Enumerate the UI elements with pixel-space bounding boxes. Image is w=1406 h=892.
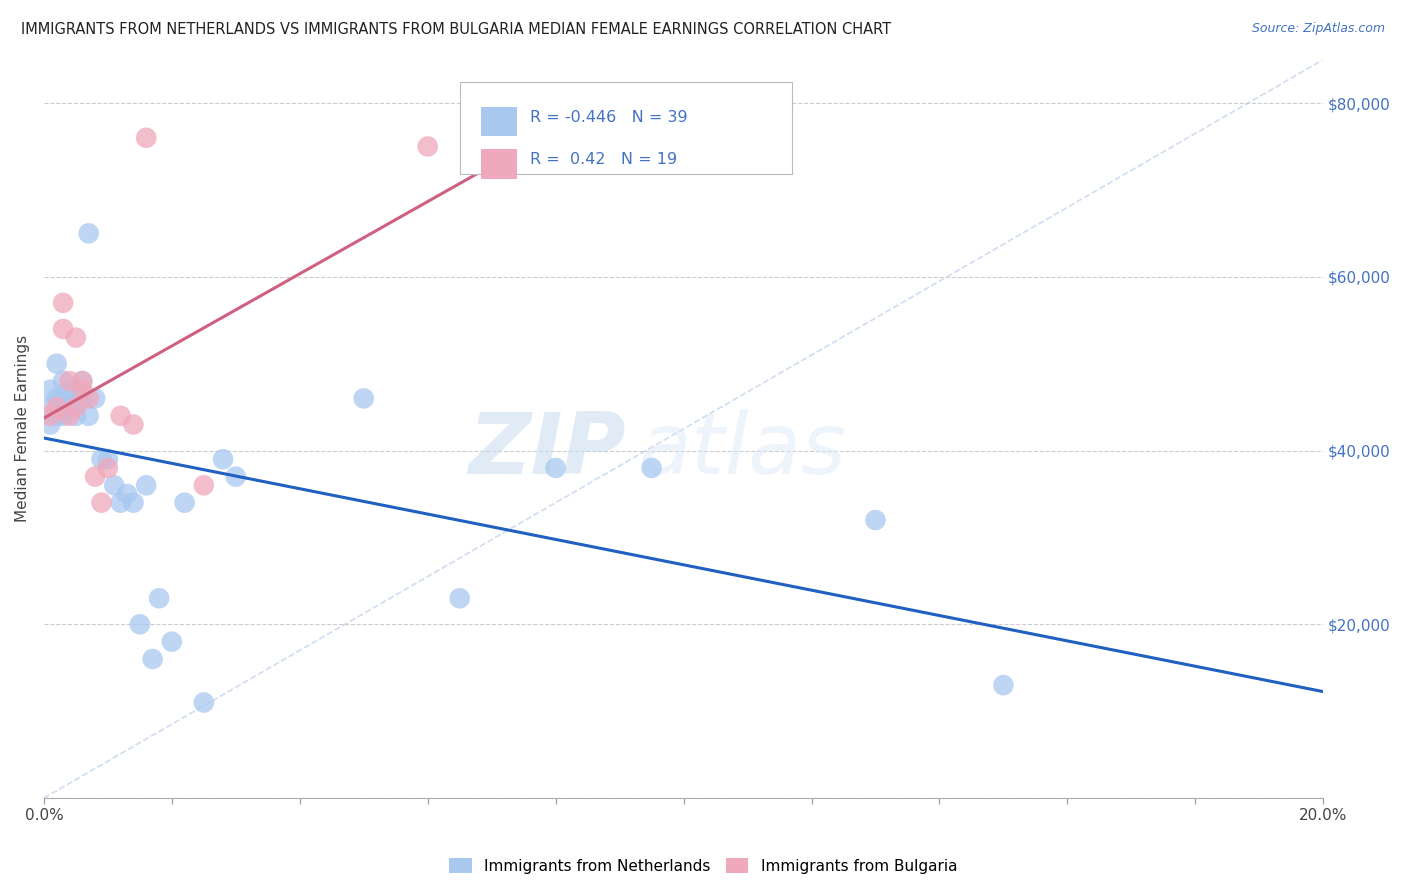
Point	[65, 409, 87, 423]
Point	[39, 409, 62, 423]
Point	[52, 374, 75, 388]
Point	[58, 383, 80, 397]
Point	[77, 392, 100, 406]
Point	[45, 392, 67, 406]
Point	[39, 400, 62, 414]
Point	[865, 513, 887, 527]
Point	[193, 478, 215, 492]
FancyBboxPatch shape	[481, 149, 517, 178]
Text: IMMIGRANTS FROM NETHERLANDS VS IMMIGRANTS FROM BULGARIA MEDIAN FEMALE EARNINGS C: IMMIGRANTS FROM NETHERLANDS VS IMMIGRANT…	[21, 22, 891, 37]
Point	[640, 461, 662, 475]
Point	[110, 496, 132, 510]
Text: atlas: atlas	[638, 409, 846, 492]
Point	[65, 330, 87, 344]
Point	[77, 227, 100, 241]
Point	[353, 392, 375, 406]
Point	[225, 469, 247, 483]
Point	[160, 634, 183, 648]
Text: R = -0.446   N = 39: R = -0.446 N = 39	[530, 110, 688, 125]
Text: R =  0.42   N = 19: R = 0.42 N = 19	[530, 153, 678, 168]
Point	[72, 374, 94, 388]
Point	[52, 322, 75, 336]
Point	[135, 478, 157, 492]
Text: Source: ZipAtlas.com: Source: ZipAtlas.com	[1251, 22, 1385, 36]
Point	[110, 409, 132, 423]
Point	[193, 696, 215, 710]
Point	[128, 617, 150, 632]
Point	[58, 409, 80, 423]
Point	[90, 452, 112, 467]
Point	[65, 400, 87, 414]
Point	[212, 452, 235, 467]
Legend: Immigrants from Netherlands, Immigrants from Bulgaria: Immigrants from Netherlands, Immigrants …	[443, 852, 963, 880]
Point	[52, 409, 75, 423]
Point	[122, 417, 145, 432]
FancyBboxPatch shape	[460, 82, 793, 174]
Point	[449, 591, 471, 606]
Point	[142, 652, 165, 666]
Point	[148, 591, 170, 606]
Point	[52, 392, 75, 406]
Point	[135, 130, 157, 145]
Point	[65, 392, 87, 406]
Y-axis label: Median Female Earnings: Median Female Earnings	[15, 335, 30, 523]
Point	[84, 392, 107, 406]
Point	[72, 383, 94, 397]
Point	[72, 374, 94, 388]
Point	[52, 296, 75, 310]
Point	[45, 409, 67, 423]
Point	[173, 496, 195, 510]
Point	[993, 678, 1015, 692]
Point	[84, 469, 107, 483]
Point	[39, 417, 62, 432]
Point	[544, 461, 567, 475]
Point	[416, 139, 439, 153]
Point	[115, 487, 138, 501]
Point	[72, 392, 94, 406]
Point	[90, 496, 112, 510]
Point	[77, 409, 100, 423]
Point	[103, 478, 125, 492]
Point	[45, 400, 67, 414]
Point	[58, 374, 80, 388]
Text: ZIP: ZIP	[468, 409, 626, 492]
Point	[97, 452, 120, 467]
Point	[39, 383, 62, 397]
Point	[45, 357, 67, 371]
Point	[122, 496, 145, 510]
Point	[97, 461, 120, 475]
FancyBboxPatch shape	[481, 107, 517, 136]
Point	[58, 400, 80, 414]
